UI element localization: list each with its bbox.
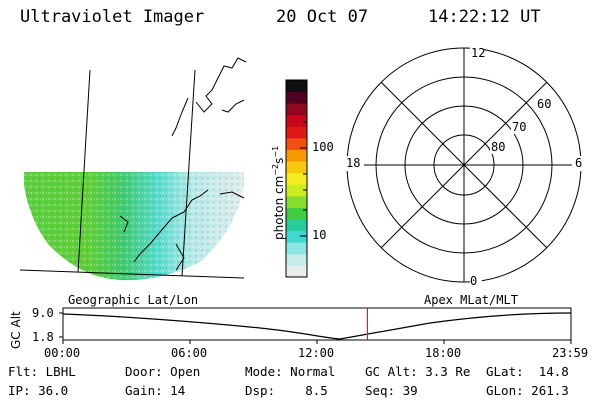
status-glat: GLat: 14.8 bbox=[486, 364, 569, 379]
colorbar-swatch bbox=[286, 242, 307, 255]
mlt-label-6: 6 bbox=[575, 156, 583, 170]
timeline-x-tick-0000: 00:00 bbox=[44, 346, 81, 360]
timeline-frame bbox=[62, 307, 572, 341]
geographic-map-label: Geographic Lat/Lon bbox=[68, 293, 199, 307]
colorbar-swatch bbox=[286, 207, 307, 220]
colorbar-swatch bbox=[286, 161, 307, 174]
apex-map-label: Apex MLat/MLT bbox=[424, 293, 518, 307]
status-gc-alt: GC Alt: 3.3 Re bbox=[365, 364, 471, 379]
colorbar-swatch bbox=[286, 91, 307, 104]
colorbar-swatch bbox=[286, 80, 307, 93]
colorbar-swatch bbox=[286, 126, 307, 139]
gc-altitude-curve bbox=[62, 312, 572, 340]
colorbar-swatch bbox=[286, 103, 307, 116]
mlat-label-70: 70 bbox=[512, 120, 527, 134]
mlat-label-80: 80 bbox=[491, 140, 506, 154]
coastline bbox=[119, 57, 247, 271]
colorbar-tick-10: 10 bbox=[312, 228, 327, 242]
timeline-y-axis-label: GC Alt bbox=[9, 311, 23, 349]
mlt-label-18: 18 bbox=[346, 156, 361, 170]
observation-date: 20 Oct 07 bbox=[276, 7, 369, 27]
timeline-x-tick-1200: 12:00 bbox=[298, 346, 335, 360]
colorbar-scale bbox=[286, 80, 307, 278]
observation-time: 14:22:12 UT bbox=[428, 7, 541, 27]
timeline-x-tick-2359: 23:59 bbox=[552, 346, 589, 360]
colorbar-swatch bbox=[286, 149, 307, 162]
status-dsp: Dsp: 8.5 bbox=[245, 383, 328, 398]
timeline-x-tick-0600: 06:00 bbox=[171, 346, 208, 360]
mlt-label-12: 12 bbox=[471, 46, 486, 60]
colorbar-swatch bbox=[286, 265, 307, 278]
geographic-grid bbox=[19, 69, 245, 279]
polar-diagonal-b bbox=[380, 81, 548, 249]
status-glon: GLon: 261.3 bbox=[486, 383, 569, 398]
timeline-y-tick-1-8: 1.8 bbox=[32, 330, 54, 344]
colorbar-swatch bbox=[286, 195, 307, 208]
status-seq: Seq: 39 bbox=[365, 383, 418, 398]
colorbar-swatch bbox=[286, 172, 307, 185]
colorbar-swatch bbox=[286, 184, 307, 197]
colorbar-ticks bbox=[300, 101, 307, 237]
mlat-label-60: 60 bbox=[537, 97, 552, 111]
timeline-ticks bbox=[59, 312, 572, 344]
colorbar-swatch bbox=[286, 219, 307, 232]
status-ip: IP: 36.0 bbox=[8, 383, 69, 398]
colorbar-swatch bbox=[286, 253, 307, 266]
status-filter: Flt: LBHL bbox=[8, 364, 76, 379]
instrument-title: Ultraviolet Imager bbox=[20, 7, 205, 27]
timeline-y-tick-9: 9.0 bbox=[32, 306, 54, 320]
colorbar-swatch bbox=[286, 137, 307, 151]
status-gain: Gain: 14 bbox=[125, 383, 186, 398]
status-mode: Mode: Normal bbox=[245, 364, 336, 379]
colorbar-swatch bbox=[286, 230, 307, 243]
status-door: Door: Open bbox=[125, 364, 201, 379]
colorbar-tick-100: 100 bbox=[312, 140, 334, 154]
mlt-label-0: 0 bbox=[470, 274, 478, 288]
timeline-x-tick-1800: 18:00 bbox=[425, 346, 462, 360]
colorbar-swatch bbox=[286, 114, 307, 127]
